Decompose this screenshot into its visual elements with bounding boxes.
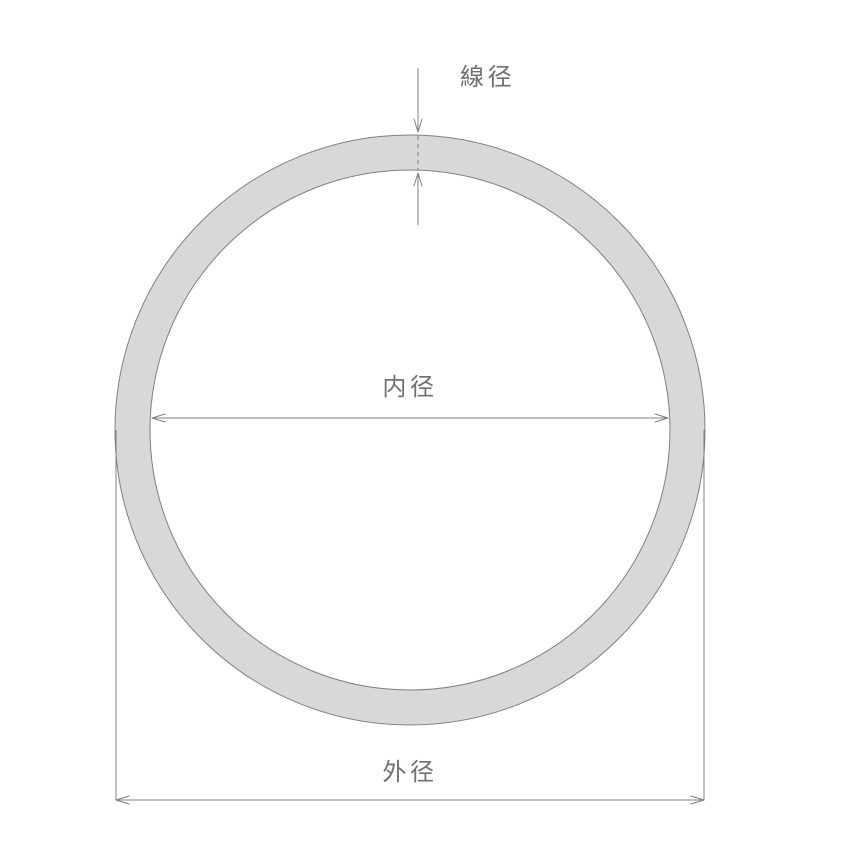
wire-diameter-label: 線径 (460, 64, 515, 91)
ring-cross-section (115, 135, 705, 725)
outer-diameter-label: 外径 (382, 759, 437, 786)
inner-diameter-label: 内径 (382, 374, 437, 401)
